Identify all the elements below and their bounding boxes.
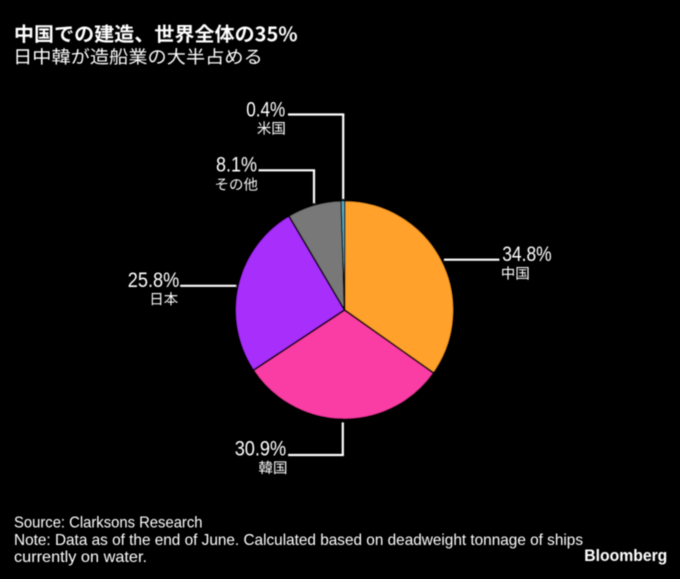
svg-text:Note: Data as of the end of Ju: Note: Data as of the end of June. Calcul…	[14, 532, 583, 549]
svg-text:25.8%: 25.8%	[128, 269, 180, 292]
svg-text:0.4%: 0.4%	[246, 98, 285, 121]
svg-text:34.8%: 34.8%	[502, 243, 552, 266]
svg-text:30.9%: 30.9%	[235, 438, 287, 461]
svg-text:currently on water.: currently on water.	[14, 549, 147, 566]
svg-text:Source: Clarksons Research: Source: Clarksons Research	[14, 515, 203, 532]
svg-text:8.1%: 8.1%	[216, 154, 257, 177]
svg-text:Bloomberg: Bloomberg	[584, 546, 667, 565]
